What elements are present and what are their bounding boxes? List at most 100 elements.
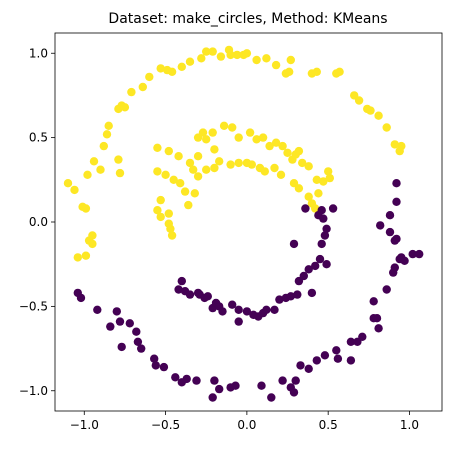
y-axis: −1.0 −0.5 0.0 0.5 1.0 — [19, 46, 55, 398]
data-point — [400, 256, 409, 265]
data-point — [215, 157, 224, 166]
data-point — [185, 57, 195, 66]
y-tick-label: 0.0 — [29, 215, 48, 229]
data-point — [265, 141, 274, 151]
data-point — [390, 140, 399, 149]
data-point — [271, 138, 281, 147]
data-point — [320, 351, 330, 360]
points-layer — [63, 45, 424, 402]
data-point — [289, 388, 299, 397]
data-point — [176, 179, 185, 188]
data-point — [294, 146, 304, 156]
data-point — [210, 145, 219, 154]
data-point — [202, 47, 211, 56]
data-point — [366, 106, 375, 115]
data-point — [267, 393, 276, 402]
data-point — [169, 175, 178, 184]
data-point — [382, 123, 391, 132]
data-point — [278, 141, 287, 151]
data-point — [242, 307, 252, 316]
data-point — [81, 204, 91, 213]
data-point — [218, 307, 227, 316]
data-point — [278, 376, 287, 385]
data-point — [234, 305, 243, 314]
data-point — [99, 141, 109, 151]
data-point — [174, 285, 183, 294]
data-point — [276, 170, 286, 179]
x-tick-label: 0.5 — [319, 418, 338, 432]
data-point — [314, 189, 323, 198]
data-point — [115, 317, 125, 326]
data-point — [177, 62, 186, 71]
data-point — [137, 344, 146, 353]
data-point — [156, 64, 165, 73]
data-point — [319, 177, 328, 186]
data-point — [153, 143, 162, 152]
data-point — [328, 204, 338, 213]
data-point — [125, 319, 134, 328]
data-point — [228, 300, 237, 309]
data-point — [234, 133, 243, 142]
data-point — [390, 236, 399, 245]
data-point — [234, 317, 243, 326]
data-point — [193, 152, 203, 161]
data-point — [252, 135, 261, 144]
data-point — [182, 374, 191, 384]
data-point — [226, 50, 235, 60]
data-point — [286, 55, 295, 65]
data-point — [320, 231, 330, 240]
data-point — [317, 206, 326, 215]
data-point — [167, 231, 177, 240]
data-point — [171, 373, 180, 382]
data-point — [322, 260, 331, 269]
data-point — [104, 121, 113, 130]
data-point — [102, 130, 112, 139]
data-point — [197, 54, 206, 63]
data-point — [358, 332, 367, 341]
data-point — [304, 265, 313, 274]
data-point — [289, 239, 299, 249]
data-point — [252, 55, 261, 65]
data-point — [208, 393, 217, 402]
data-point — [322, 224, 331, 233]
data-point — [184, 200, 193, 210]
data-point — [315, 254, 325, 264]
data-point — [219, 121, 229, 130]
data-point — [346, 356, 356, 365]
data-point — [96, 165, 105, 174]
data-point — [332, 346, 341, 355]
data-point — [232, 50, 242, 60]
data-point — [333, 354, 343, 363]
data-point — [156, 195, 165, 205]
data-point — [83, 170, 92, 179]
data-point — [164, 146, 173, 156]
data-point — [312, 175, 321, 184]
data-point — [369, 297, 378, 306]
data-point — [73, 253, 83, 262]
data-point — [242, 49, 252, 58]
data-point — [385, 227, 395, 237]
data-point — [63, 179, 73, 188]
data-point — [319, 214, 328, 223]
data-point — [260, 167, 269, 176]
data-point — [245, 128, 255, 137]
data-point — [311, 204, 320, 213]
y-tick-label: 1.0 — [29, 46, 48, 60]
data-point — [397, 141, 406, 151]
data-point — [89, 157, 99, 166]
data-point — [153, 206, 162, 215]
data-point — [408, 249, 417, 259]
data-point — [167, 67, 177, 77]
data-point — [210, 163, 219, 173]
data-point — [283, 148, 292, 157]
data-point — [198, 128, 208, 137]
y-tick-label: −1.0 — [19, 384, 48, 398]
data-point — [270, 163, 279, 173]
data-point — [286, 292, 295, 301]
data-point — [275, 295, 284, 304]
data-point — [202, 135, 211, 144]
data-point — [192, 376, 201, 385]
data-point — [301, 204, 310, 213]
y-tick-label: −0.5 — [19, 299, 48, 313]
data-point — [374, 324, 383, 333]
